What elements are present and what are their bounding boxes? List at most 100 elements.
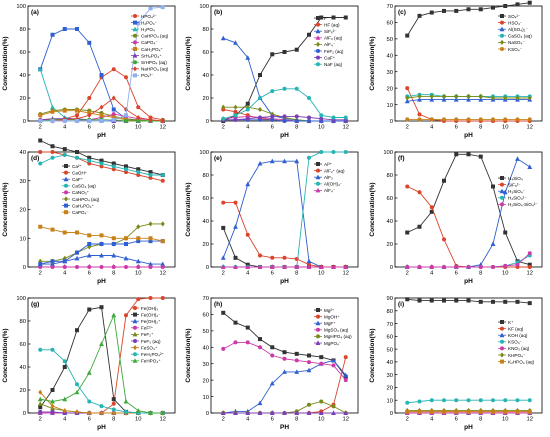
legend-marker: [315, 35, 321, 40]
data-point: [454, 398, 459, 403]
y-tick-label: 40: [203, 73, 209, 79]
legend-entry: FeF₂ (aq): [324, 49, 344, 54]
x-tick-label: 12: [343, 417, 349, 423]
data-point: [111, 95, 116, 101]
y-tick-label: 20: [20, 388, 26, 394]
x-tick-label: 12: [160, 125, 166, 131]
x-tick-label: 8: [112, 417, 115, 423]
data-point: [294, 358, 299, 363]
data-point: [245, 410, 251, 415]
y-tick-label: 20: [203, 242, 209, 248]
data-point: [331, 410, 336, 415]
data-point: [50, 150, 55, 154]
data-point: [466, 117, 471, 122]
legend-marker: [64, 183, 68, 188]
legend-marker: [315, 28, 321, 34]
data-point: [466, 93, 471, 99]
data-point: [491, 117, 495, 122]
x-tick-label: 8: [112, 125, 115, 131]
legend-entry: H₂PO₄⁻: [141, 20, 158, 25]
data-point: [124, 164, 128, 169]
legend-entry: CaF⁺: [324, 55, 336, 60]
x-tick-label: 4: [430, 125, 434, 131]
data-point: [124, 170, 128, 175]
data-point: [478, 97, 484, 102]
data-point: [527, 164, 533, 169]
data-point: [466, 97, 471, 102]
data-point: [135, 258, 141, 264]
data-point: [221, 104, 226, 110]
data-point: [478, 299, 483, 304]
x-tick-label: 10: [502, 417, 508, 423]
data-point: [331, 264, 336, 269]
data-point: [136, 119, 141, 123]
data-point: [111, 401, 116, 406]
data-point: [466, 298, 471, 303]
data-point: [503, 263, 508, 268]
y-tick-label: 20: [387, 86, 393, 92]
data-point: [404, 98, 410, 104]
y-axis-label: Concentration(%): [185, 182, 192, 236]
data-point: [491, 5, 495, 10]
data-point: [111, 236, 116, 241]
y-tick-label: 60: [387, 196, 393, 202]
y-tick-label: 0: [206, 265, 209, 271]
data-point: [87, 307, 92, 312]
data-point: [466, 409, 471, 414]
y-tick-label: 0: [390, 265, 393, 271]
legend-marker: [316, 162, 320, 166]
legend-marker: [63, 176, 69, 182]
legend-marker: [500, 346, 504, 351]
x-axis-label: pH: [97, 132, 106, 139]
data-point: [50, 119, 55, 123]
series-line: [223, 88, 346, 120]
legend-entry: F⁻: [324, 16, 330, 21]
data-point: [257, 410, 263, 415]
data-point: [307, 119, 311, 123]
y-tick-label: 20: [20, 208, 26, 214]
series-line: [223, 359, 347, 414]
legend-entry: FeF₂⁺: [141, 332, 154, 337]
x-tick-label: 2: [39, 125, 42, 131]
x-tick-label: 4: [430, 271, 434, 277]
data-point: [136, 21, 141, 26]
data-point: [62, 396, 68, 402]
x-tick-label: 8: [479, 125, 482, 131]
y-tick-label: 0: [390, 119, 393, 125]
legend: SO₄²⁻HSO₄⁻ Al(SO₄)₂⁻ CaSO₄ (aq)NaSO₄⁻ KSO₄⁻: [498, 14, 532, 52]
data-point: [294, 86, 299, 91]
legend-entry: H₂SiO₄·SiO₄²⁻: [508, 202, 538, 207]
legend-entry: FeSO₄⁺: [141, 345, 158, 350]
data-point: [307, 115, 311, 120]
data-point: [87, 410, 92, 416]
data-point: [50, 259, 55, 264]
data-point: [478, 398, 483, 403]
data-point: [136, 239, 141, 244]
data-point: [294, 351, 299, 356]
chart-panel-f: 0 20 40 60 80 100 2 4 6 8 10 12 pH Concentration(%) (f…: [369, 150, 543, 285]
data-point: [87, 242, 92, 246]
x-tick-label: 2: [406, 125, 409, 131]
legend-marker: [64, 196, 68, 202]
data-point: [87, 233, 92, 238]
data-point: [62, 119, 67, 123]
data-point: [74, 255, 80, 261]
chart-panel-i: 0 10 20 30 40 50 60 70 80 90 2 4 6 8 10 12 pH Concentrati…: [369, 296, 543, 431]
data-point: [220, 410, 226, 415]
data-point: [221, 346, 226, 351]
data-point: [453, 97, 459, 102]
data-point: [429, 93, 434, 99]
data-point: [491, 409, 495, 414]
data-point: [111, 312, 117, 318]
data-point: [307, 96, 311, 100]
data-point: [515, 409, 520, 414]
data-point: [233, 340, 238, 345]
legend-entry: FeF²⁺: [141, 326, 154, 331]
x-tick-label: 4: [430, 417, 434, 423]
data-point: [50, 409, 55, 414]
legend-entry: MgF⁺: [324, 321, 336, 326]
data-point: [136, 224, 141, 230]
plot-frame: [394, 151, 543, 268]
x-tick-label: 8: [295, 125, 298, 131]
